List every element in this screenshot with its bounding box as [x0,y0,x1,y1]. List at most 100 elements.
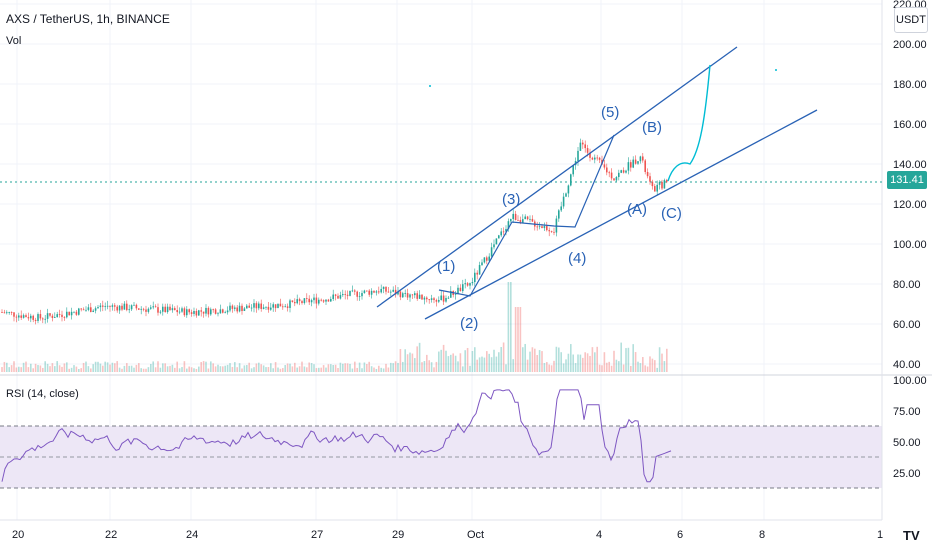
candle-body [526,216,529,220]
volume-bar [584,352,586,372]
candle-body [234,307,236,309]
volume-bar [577,354,579,372]
candle-body [498,235,500,239]
wave-label-2: (2) [460,315,478,332]
volume-bar [310,362,313,372]
candle-body [104,306,106,307]
candle-body [570,174,572,186]
volume-bar [606,362,608,372]
volume-bar [433,367,435,372]
volume-bar [150,363,152,372]
candle-body [462,284,464,292]
volume-bar [459,353,462,372]
volume-bar [579,354,582,372]
candle-body [644,160,646,172]
volume-bar [193,368,195,372]
candle-body [495,238,498,245]
candle-body [402,293,404,298]
candle-body [34,319,37,321]
symbol-title[interactable]: AXS / TetherUS, 1h, BINANCE [6,12,170,26]
candle-body [411,294,414,296]
candle-body [426,297,428,300]
candle-body [332,294,334,300]
candle-body [18,315,20,318]
candle-body [164,306,166,313]
candle-body [150,307,152,309]
candle-body [123,303,126,310]
volume-bar [1,367,3,372]
volume-bar [423,361,426,372]
candle-body [334,294,337,296]
volume-bar [253,367,255,372]
candle-body [642,156,644,161]
volume-bar [409,352,411,372]
candle-body [308,298,310,303]
candle-body [346,294,349,296]
candle-body [3,312,6,314]
channel-lower-line[interactable] [424,109,818,320]
candle-body [85,309,87,311]
candle-body [325,299,327,302]
channel-upper-line[interactable] [376,46,738,308]
volume-bar [397,362,399,372]
volume-bar [315,368,318,372]
candle-body [625,170,627,173]
volume-indicator-label[interactable]: Vol [6,35,22,47]
candle-body [54,317,56,318]
volume-bar [126,363,128,372]
volume-bar [349,363,351,372]
tradingview-logo-icon[interactable]: TV [903,528,920,543]
wave-path[interactable] [438,134,615,297]
volume-bar [550,365,553,372]
candle-body [454,294,457,295]
volume-bar [500,347,502,372]
candle-body [51,315,54,318]
rsi-line[interactable] [1,389,672,483]
currency-badge[interactable]: USDT [894,7,928,33]
candle-body [147,308,150,312]
volume-bar [130,365,133,372]
candle-body [608,172,610,174]
volume-bar [183,361,186,372]
candle-body [637,161,639,164]
candle-body [46,313,49,319]
candle-body [399,291,402,298]
volume-bar [512,359,514,372]
volume-bar [435,361,438,372]
candle-body [445,298,447,302]
candle-body [171,308,174,311]
volume-bar [596,346,598,372]
candle-body [490,247,493,257]
candle-body [469,283,471,286]
volume-bar [46,363,49,372]
volume-bar [18,366,20,372]
volume-bar [661,353,663,372]
volume-bar [106,362,109,372]
volume-bar [474,347,476,372]
candle-body [440,295,442,300]
candle-body [61,314,63,317]
candle-body [315,297,318,304]
volume-bar [534,348,536,372]
volume-bar [339,362,342,372]
candle-body [366,290,368,292]
rsi-indicator-label[interactable]: RSI (14, close) [6,388,79,400]
candle-body [140,308,142,310]
volume-bar [531,347,534,372]
projection-curve[interactable] [667,64,711,182]
volume-bar [505,364,507,372]
volume-bar [642,357,644,372]
volume-bar [169,365,171,372]
volume-bar [85,361,87,372]
rsi-axis-label: 75.00 [893,406,921,418]
volume-bar [246,365,248,372]
candle-body [577,150,579,162]
candle-body [322,300,325,302]
candle-body [10,312,13,313]
time-axis-label: 6 [677,529,683,541]
volume-bar [255,363,258,372]
volume-bar [224,365,226,372]
candle-body [296,299,298,304]
candle-body [260,303,262,309]
